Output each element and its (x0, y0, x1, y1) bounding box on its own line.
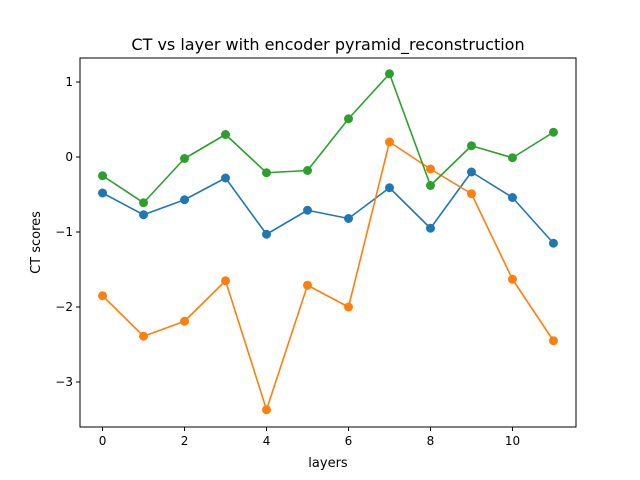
y-tick-label: 1 (65, 75, 73, 89)
data-point (425, 181, 435, 190)
data-point (303, 166, 313, 175)
data-point (548, 336, 558, 346)
data-point (98, 171, 108, 181)
data-point (180, 154, 190, 163)
x-tick-label: 2 (181, 434, 189, 448)
plot-area (98, 69, 558, 415)
data-point (262, 229, 272, 239)
data-point (466, 189, 476, 199)
series-1 (98, 167, 558, 248)
data-point (425, 223, 435, 233)
y-tick-label: 0 (65, 150, 73, 164)
series-2 (98, 137, 558, 415)
x-tick-label: 4 (263, 434, 271, 448)
data-point (343, 114, 353, 124)
data-point (303, 280, 313, 290)
data-point (139, 198, 149, 208)
data-point (507, 193, 517, 202)
y-tick-label: −2 (55, 300, 73, 314)
data-point (221, 276, 231, 286)
data-point (303, 205, 313, 215)
data-point (466, 141, 476, 151)
series-line (102, 72, 554, 204)
data-point (180, 195, 190, 205)
data-point (548, 238, 558, 248)
data-point (98, 188, 108, 198)
y-axis: −3 −2 −1 0 1 (55, 75, 80, 389)
y-tick-label: −3 (55, 375, 73, 389)
data-point (98, 291, 108, 301)
series-line (101, 141, 555, 411)
data-point (262, 168, 272, 178)
data-point (384, 137, 394, 147)
x-tick-label: 6 (345, 434, 353, 448)
data-point (262, 405, 272, 415)
data-point (425, 164, 435, 174)
data-point (221, 130, 231, 139)
data-point (139, 210, 149, 220)
x-axis-label: layers (308, 456, 348, 471)
y-axis-label: CT scores (29, 211, 44, 274)
x-tick-label: 10 (505, 434, 520, 448)
data-point (343, 302, 353, 312)
data-point (507, 153, 517, 163)
data-point (343, 214, 353, 223)
x-tick-label: 0 (99, 434, 107, 448)
data-point (548, 127, 558, 137)
series-3 (98, 69, 558, 208)
chart-title: CT vs layer with encoder pyramid_reconst… (131, 35, 524, 55)
data-point (384, 183, 394, 193)
data-point (221, 173, 231, 183)
data-point (466, 167, 476, 177)
data-point (139, 331, 149, 341)
axes-frame (79, 57, 577, 428)
data-point (384, 69, 394, 79)
x-axis: 0 2 4 6 8 10 (99, 427, 520, 448)
y-tick-label: −1 (55, 225, 73, 239)
data-point (507, 274, 517, 284)
data-point (180, 316, 190, 326)
x-tick-label: 8 (427, 434, 435, 448)
series-line (102, 171, 555, 244)
